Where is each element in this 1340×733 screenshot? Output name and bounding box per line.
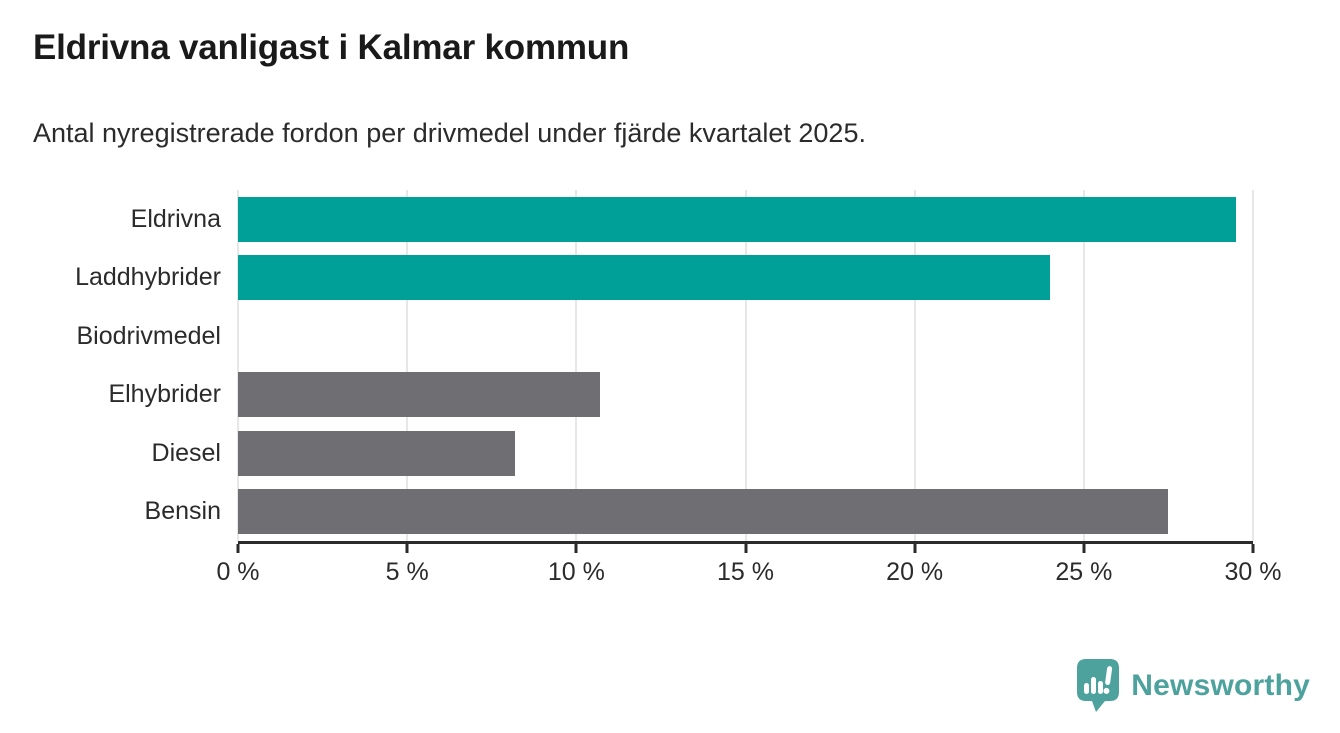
- axis-tick-label: 5 %: [385, 558, 429, 586]
- category-label: Biodrivmedel: [76, 321, 221, 350]
- axis-tick-mark: [236, 544, 240, 553]
- bar-track: [238, 314, 1253, 359]
- category-label: Diesel: [151, 438, 221, 467]
- chart-row: Laddhybrider: [0, 249, 1253, 308]
- gridline: [406, 190, 409, 541]
- gridline: [913, 190, 916, 541]
- bar-rows: Eldrivna Laddhybrider Biodrivmedel Elhybrid…: [0, 190, 1253, 541]
- gridline: [1082, 190, 1085, 541]
- bar: [238, 489, 1169, 535]
- gridline-layer: [237, 190, 1254, 541]
- chart-row: Eldrivna: [0, 190, 1253, 249]
- category-label: Elhybrider: [108, 380, 221, 409]
- newsworthy-bar-chart-pin-icon: [1077, 659, 1120, 712]
- axis-tick-label: 25 %: [1055, 558, 1113, 586]
- x-axis: 0 % 5 % 10 % 15 % 20 % 25 % 30 %: [216, 541, 1281, 601]
- bar: [238, 196, 1237, 242]
- axis-tick-mark: [744, 544, 747, 553]
- chart-row: Elhybrider: [0, 366, 1253, 425]
- category-label: Laddhybrider: [75, 263, 221, 292]
- bar: [238, 430, 516, 476]
- axis-tick-label: 10 %: [547, 558, 605, 586]
- axis-tick-label: 15 %: [717, 558, 774, 586]
- chart-row: Diesel: [0, 424, 1253, 483]
- chart-title: Eldrivna vanligast i Kalmar kommun: [33, 28, 630, 67]
- category-label: Bensin: [144, 497, 221, 526]
- plot-area: Eldrivna Laddhybrider Biodrivmedel Elhybrid…: [0, 190, 1254, 541]
- bar-track: [238, 489, 1253, 535]
- axis-tick-mark: [913, 544, 917, 553]
- bar-chart: Eldrivna Laddhybrider Biodrivmedel Elhybrid…: [0, 190, 1281, 590]
- bar-track: [238, 372, 1253, 418]
- bar-track: [238, 255, 1253, 301]
- gridline: [1252, 190, 1254, 541]
- axis-tick-mark: [1082, 544, 1086, 553]
- axis-tick-mark: [405, 544, 409, 553]
- axis-tick-label: 20 %: [886, 558, 944, 586]
- newsworthy-brand-text: Newsworthy: [1131, 668, 1310, 702]
- gridline: [575, 190, 578, 541]
- chart-row: Bensin: [0, 483, 1253, 542]
- bar-track: [238, 430, 1253, 476]
- axis-tick-mark: [1251, 544, 1255, 553]
- bar: [238, 372, 601, 418]
- axis-tick-label: 0 %: [216, 558, 260, 586]
- chart-row: Biodrivmedel: [0, 307, 1253, 366]
- bar: [238, 255, 1050, 301]
- category-label: Eldrivna: [130, 204, 221, 233]
- gridline: [744, 190, 747, 541]
- bar-track: [238, 196, 1253, 242]
- axis-tick-label: 30 %: [1224, 558, 1282, 586]
- axis-tick-mark: [574, 544, 578, 553]
- chart-subtitle: Antal nyregistrerade fordon per drivmede…: [33, 118, 866, 148]
- newsworthy-logo[interactable]: Newsworthy: [1076, 658, 1310, 713]
- gridline: [237, 190, 239, 541]
